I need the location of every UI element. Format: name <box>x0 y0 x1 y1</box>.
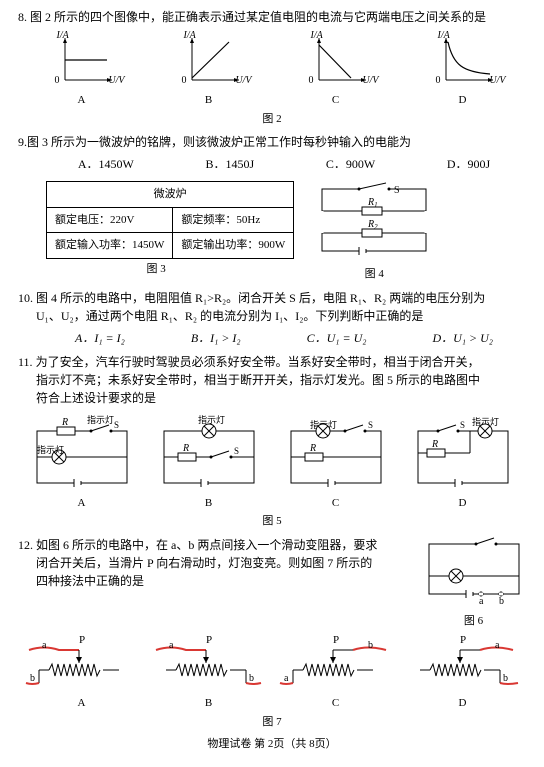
q8-graphs: I/A0U/V A I/A0U/V B I/A0U/V C I/A0U/V D <box>18 30 526 109</box>
svg-text:指示灯: 指示灯 <box>198 414 225 425</box>
svg-text:P: P <box>79 634 85 646</box>
svg-text:a: a <box>169 640 174 651</box>
q9-opt-d: D．900J <box>447 155 490 173</box>
q12-rheostats: P a b A P a b B P b a C <box>18 633 526 712</box>
question-10: 10. 图 4 所示的电路中，电阻阻值 R₁>R₂。闭合开关 S 后，电阻 R₁… <box>18 289 526 347</box>
svg-text:b: b <box>368 640 373 651</box>
fig4-caption: 图 4 <box>314 266 434 283</box>
q9-text: 图 3 所示为一微波炉的铭牌，则该微波炉正常工作时每秒钟输入的电能为 <box>27 135 411 149</box>
nameplate-table: 微波炉 额定电压：220V额定频率：50Hz 额定输入功率：1450W额定输出功… <box>46 181 294 259</box>
svg-text:b: b <box>249 673 254 684</box>
svg-text:S: S <box>234 446 239 456</box>
q9-opt-b: B．1450J <box>205 155 254 173</box>
svg-text:a: a <box>284 673 289 684</box>
circuit-fig4: S R1 R2 <box>314 181 434 259</box>
rheostat-a: P a b <box>24 633 139 693</box>
page-footer: 物理试卷 第 2页（共 8页） <box>18 736 526 753</box>
svg-text:R: R <box>182 443 189 454</box>
q12-num: 12. <box>18 538 33 552</box>
question-8: 8. 图 2 所示的四个图像中，能正确表示通过某定值电阻的电流与它两端电压之间关… <box>18 8 526 127</box>
q9-num: 9. <box>18 135 27 149</box>
question-9: 9.图 3 所示为一微波炉的铭牌，则该微波炉正常工作时每秒钟输入的电能为 A．1… <box>18 133 526 283</box>
q10-opt-b: B．I₁ > I₂ <box>191 329 241 347</box>
svg-text:P: P <box>460 634 466 646</box>
svg-text:b: b <box>499 596 504 606</box>
q11-circuits: 指示灯 R S 指示灯 A 指示灯 R S B 指示灯 S R C S 指 <box>18 413 526 512</box>
graph-d <box>428 30 498 90</box>
svg-text:a: a <box>495 640 500 651</box>
svg-text:a: a <box>479 596 484 606</box>
q10-opt-d: D．U₁ > U₂ <box>432 329 492 347</box>
svg-text:P: P <box>333 634 339 646</box>
fig5-caption: 图 5 <box>18 513 526 530</box>
svg-text:指示灯: 指示灯 <box>37 444 64 455</box>
svg-text:S: S <box>368 420 373 430</box>
fig6-caption: 图 6 <box>421 613 526 630</box>
svg-text:S: S <box>460 420 465 430</box>
svg-text:b: b <box>503 673 508 684</box>
question-11: 11. 为了安全，汽车行驶时驾驶员必须系好安全带。当系好安全带时，相当于闭合开关… <box>18 353 526 530</box>
svg-text:R2: R2 <box>367 219 378 231</box>
q10-num: 10. <box>18 291 33 305</box>
svg-text:S: S <box>114 420 119 430</box>
graph-a <box>47 30 117 90</box>
q8-num: 8. <box>18 10 27 24</box>
circuit-d: S 指示灯 R <box>410 413 515 493</box>
fig3-caption: 图 3 <box>18 261 294 278</box>
graph-b <box>174 30 244 90</box>
rheostat-c: P b a <box>278 633 393 693</box>
fig7-caption: 图 7 <box>18 714 526 731</box>
graph-c <box>301 30 371 90</box>
svg-text:b: b <box>30 673 35 684</box>
svg-text:R: R <box>431 439 438 450</box>
svg-text:P: P <box>206 634 212 646</box>
q9-options: A．1450W B．1450J C．900W D．900J <box>42 155 526 173</box>
q10-opt-c: C．U₁ = U₂ <box>307 329 367 347</box>
q8-text: 图 2 所示的四个图像中，能正确表示通过某定值电阻的电流与它两端电压之间关系的是 <box>30 10 486 24</box>
circuit-b: 指示灯 R S <box>156 413 261 493</box>
svg-text:a: a <box>42 640 47 651</box>
q10-opt-a: A．I₁ = I₂ <box>75 329 125 347</box>
question-12: 12. 如图 6 所示的电路中，在 a、b 两点间接入一个滑动变阻器，要求 闭合… <box>18 536 526 731</box>
fig2-caption: 图 2 <box>18 111 526 128</box>
q11-num: 11. <box>18 355 33 369</box>
rheostat-d: P a b <box>405 633 520 693</box>
circuit-fig6: ab <box>421 536 526 606</box>
q10-options: A．I₁ = I₂ B．I₁ > I₂ C．U₁ = U₂ D．U₁ > U₂ <box>42 329 526 347</box>
svg-text:R: R <box>61 417 68 428</box>
circuit-a: 指示灯 R S 指示灯 <box>29 413 134 493</box>
circuit-c: 指示灯 S R <box>283 413 388 493</box>
svg-text:指示灯: 指示灯 <box>87 414 114 425</box>
svg-text:R: R <box>309 443 316 454</box>
svg-text:S: S <box>394 185 400 196</box>
q9-opt-c: C．900W <box>326 155 375 173</box>
q9-opt-a: A．1450W <box>78 155 134 173</box>
rheostat-b: P a b <box>151 633 266 693</box>
svg-text:R1: R1 <box>367 197 378 209</box>
